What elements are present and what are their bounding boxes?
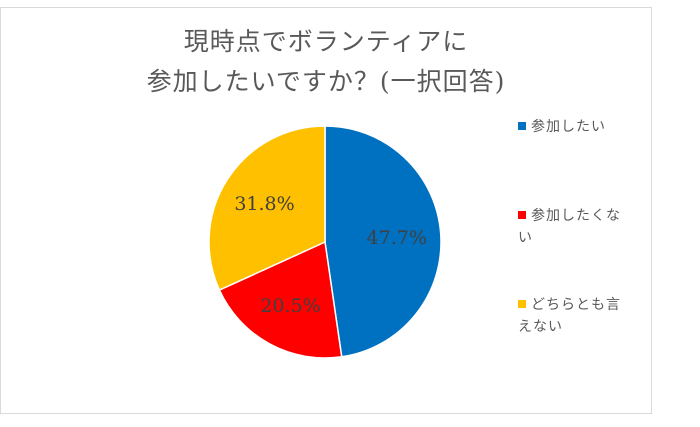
pie-data-label: 47.7% bbox=[367, 227, 427, 249]
slice-want bbox=[324, 125, 442, 358]
legend-item-dont-want: 参加したくない bbox=[518, 208, 621, 246]
legend-swatch-icon bbox=[518, 300, 526, 308]
chart-title-line-1: 現時点でボランティアに bbox=[183, 27, 469, 56]
slice-dont-want bbox=[218, 240, 343, 359]
chart-title-line-2: 参加したいですか？(一択回答) bbox=[146, 67, 506, 96]
legend-swatch-icon bbox=[518, 211, 526, 219]
pie-labels: 47.7% 20.5% 31.8% bbox=[234, 193, 427, 317]
legend-item-want: 参加したい bbox=[518, 116, 633, 138]
slice-neither bbox=[208, 125, 326, 292]
pie-data-label: 20.5% bbox=[260, 295, 320, 317]
pie-slices bbox=[208, 125, 442, 359]
legend-item-neither: どちらとも言えない bbox=[518, 297, 621, 335]
pie-data-label: 31.8% bbox=[234, 193, 294, 215]
legend-swatch-icon bbox=[518, 122, 526, 130]
